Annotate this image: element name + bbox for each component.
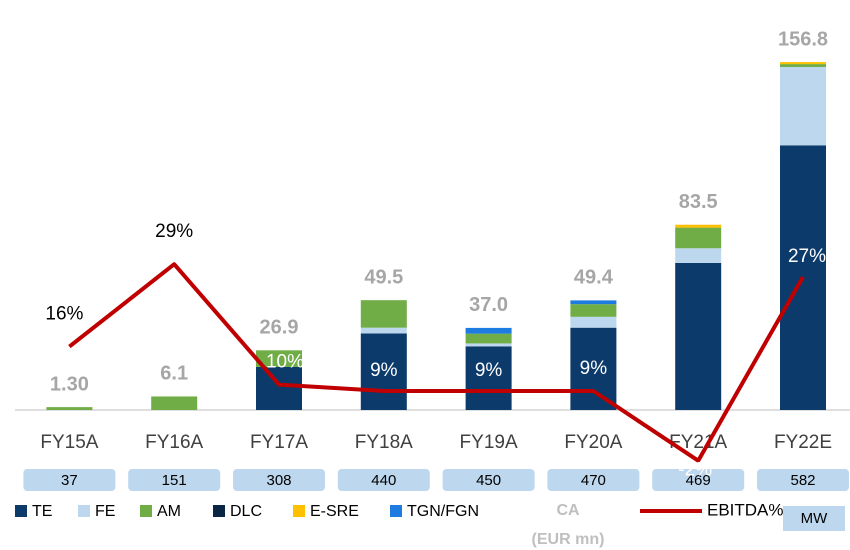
bar-segment xyxy=(570,327,617,410)
legend-swatch xyxy=(213,505,225,517)
bar-segment xyxy=(570,304,617,317)
capacity-box xyxy=(337,469,430,491)
capacity-value: 151 xyxy=(162,472,187,489)
capacity-box xyxy=(757,469,849,491)
line-label: 29% xyxy=(155,221,193,242)
legend-swatch xyxy=(390,505,402,517)
bar-segment xyxy=(570,300,617,305)
bar-segment xyxy=(465,327,512,334)
line-label: 9% xyxy=(370,360,398,381)
line-label: 16% xyxy=(45,304,83,325)
legend-swatch xyxy=(293,505,305,517)
total-label: 37.0 xyxy=(469,294,508,316)
total-label: 49.4 xyxy=(574,267,614,289)
bar-segment xyxy=(465,346,512,410)
total-label: 1.30 xyxy=(50,373,89,395)
axis-unit: (EUR mn) xyxy=(532,531,605,548)
capacity-box xyxy=(233,469,325,491)
x-tick-label: FY20A xyxy=(564,432,622,453)
line-label: 9% xyxy=(580,358,608,379)
x-tick-label: FY22E xyxy=(774,432,832,453)
line-label: 27% xyxy=(788,246,826,267)
bar-segment xyxy=(360,300,407,328)
capacity-box xyxy=(128,469,221,491)
capacity-value: 37 xyxy=(61,472,78,489)
x-tick-label: FY15A xyxy=(40,432,98,453)
capacity-value: 440 xyxy=(371,472,396,489)
x-tick-label: FY17A xyxy=(250,432,308,453)
total-label: 83.5 xyxy=(679,191,718,213)
bar-segment xyxy=(46,407,93,410)
bar-segment xyxy=(675,248,722,263)
total-label: 156.8 xyxy=(778,28,828,50)
legend-label: TGN/FGN xyxy=(407,503,479,520)
capacity-box xyxy=(23,469,116,491)
bar-segment xyxy=(675,262,722,410)
x-tick-label: FY16A xyxy=(145,432,203,453)
legend-label: TE xyxy=(32,503,52,520)
bar-segment xyxy=(465,343,512,347)
bar-segment xyxy=(780,62,826,65)
bar-segment xyxy=(360,327,407,334)
bar-segment xyxy=(780,64,826,67)
line-label: -2% xyxy=(678,460,712,481)
bar-segment xyxy=(675,227,722,249)
legend-swatch xyxy=(15,505,27,517)
total-label: 26.9 xyxy=(260,317,299,339)
bar-segment xyxy=(675,224,722,228)
capacity-value: 470 xyxy=(581,472,606,489)
unit-box xyxy=(783,506,845,531)
x-tick-label: FY18A xyxy=(355,432,413,453)
bar-segment xyxy=(570,316,617,328)
legend-swatch xyxy=(140,505,152,517)
axis-label: CA xyxy=(556,502,580,519)
capacity-box xyxy=(547,469,640,491)
legend-label: EBITDA% xyxy=(707,500,784,519)
legend-label: E-SRE xyxy=(310,503,359,520)
capacity-box xyxy=(652,469,745,491)
bar-segment xyxy=(780,66,826,146)
x-tick-label: FY19A xyxy=(460,432,518,453)
capacity-value: 450 xyxy=(476,472,501,489)
legend-label: AM xyxy=(157,503,181,520)
bar-segment xyxy=(151,396,198,410)
bar-segment xyxy=(256,366,302,410)
capacity-value: 582 xyxy=(790,472,815,489)
line-label: 10% xyxy=(266,352,304,373)
capacity-value: 308 xyxy=(266,472,291,489)
bar-segment xyxy=(256,350,302,367)
total-label: 6.1 xyxy=(160,363,188,385)
capacity-box xyxy=(442,469,535,491)
line-label: 9% xyxy=(475,360,503,381)
x-tick-label: FY21A xyxy=(669,432,727,453)
capacity-unit: MW xyxy=(801,510,828,527)
bar-segment xyxy=(360,333,407,410)
legend-swatch xyxy=(78,505,90,517)
total-label: 49.5 xyxy=(364,266,403,288)
legend-label: DLC xyxy=(230,503,262,520)
bar-segment xyxy=(465,333,512,344)
line xyxy=(68,262,805,463)
legend-label: FE xyxy=(95,503,115,520)
capacity-value: 469 xyxy=(686,472,711,489)
